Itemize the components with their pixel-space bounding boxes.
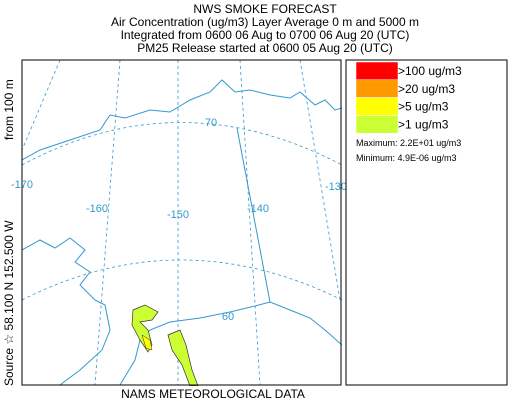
longitude-label: -130 bbox=[325, 181, 347, 193]
longitude-label: -140 bbox=[247, 203, 269, 215]
legend-label: >20 ug/m3 bbox=[398, 82, 455, 96]
minimum: Minimum: 4.9E-06 ug/m3 bbox=[356, 153, 457, 163]
source-label: Source ☆ 58.100 N 152.500 W bbox=[2, 220, 16, 386]
subtitle: Air Concentration (ug/m3) Layer Average … bbox=[111, 15, 419, 29]
footer: NAMS METEOROLOGICAL DATA bbox=[121, 387, 305, 401]
longitude-label: -150 bbox=[167, 209, 189, 221]
border bbox=[236, 127, 271, 303]
map-frame bbox=[21, 59, 342, 386]
legend-swatch bbox=[355, 97, 399, 116]
plume bbox=[131, 304, 159, 353]
latitude-label: 70 bbox=[205, 117, 217, 129]
longitude-label: -170 bbox=[11, 179, 33, 191]
legend-swatch bbox=[355, 79, 399, 98]
latitude-label: 60 bbox=[222, 311, 234, 323]
meridians bbox=[22, 60, 341, 386]
subtitle: PM25 Release started at 0600 05 Aug 20 (… bbox=[137, 41, 392, 55]
legend-label: >100 ug/m3 bbox=[398, 64, 462, 78]
map-area bbox=[22, 60, 342, 386]
plume bbox=[167, 329, 199, 386]
title: NWS SMOKE FORECAST bbox=[193, 2, 337, 16]
legend-label: >1 ug/m3 bbox=[398, 117, 449, 131]
subtitle: Integrated from 0600 06 Aug to 0700 06 A… bbox=[121, 28, 410, 42]
map: -170 -160 -150 -140 -130 70 60 bbox=[11, 59, 347, 386]
west-coast bbox=[22, 237, 111, 386]
longitude-label: -160 bbox=[86, 203, 108, 215]
legend-swatch bbox=[355, 115, 399, 134]
plume bbox=[141, 334, 153, 351]
legend-swatch bbox=[355, 61, 399, 81]
height-label: from 100 m bbox=[2, 79, 16, 140]
legend: >100 ug/m3 >20 ug/m3 >5 ug/m3 >1 ug/m3 bbox=[355, 61, 462, 134]
maximum: Maximum: 2.2E+01 ug/m3 bbox=[356, 138, 461, 148]
north-coast bbox=[22, 79, 342, 161]
legend-frame bbox=[345, 59, 508, 386]
legend-label: >5 ug/m3 bbox=[398, 100, 449, 114]
